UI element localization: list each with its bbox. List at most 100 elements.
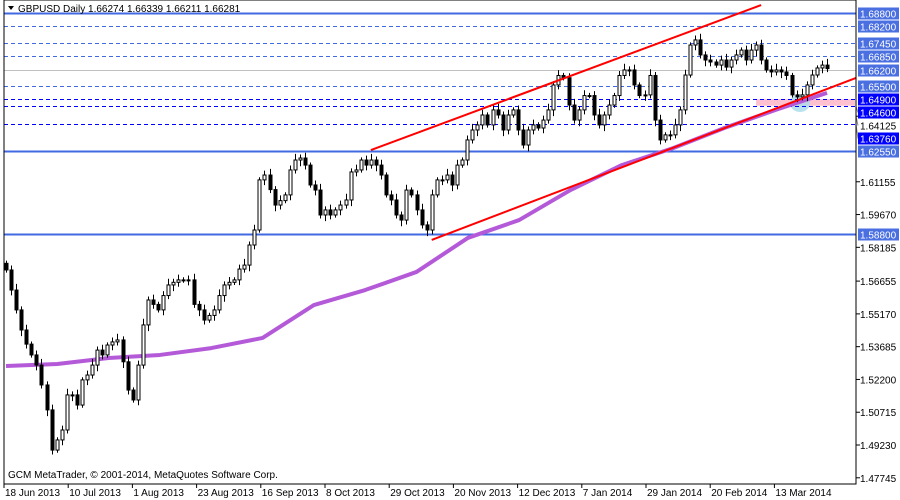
candle-body (24, 329, 29, 345)
candle-body (708, 59, 713, 63)
x-tick-label: 1 Aug 2013 (133, 488, 184, 499)
candle-body (217, 295, 222, 311)
candle-body (268, 174, 273, 191)
candle-body (475, 124, 480, 131)
candle-body (764, 59, 769, 71)
level-label-bg (858, 80, 899, 93)
candle-body (146, 299, 151, 326)
candle-body (668, 134, 673, 137)
candle-body (161, 295, 166, 311)
candle-body (19, 309, 24, 331)
level-label: 1.62550 (860, 148, 897, 159)
level-label-bg (858, 20, 899, 33)
candle-body (151, 299, 156, 305)
candle-body (227, 281, 232, 286)
candle-body (90, 364, 95, 376)
candle-body (404, 189, 409, 221)
candle-body (546, 109, 551, 121)
candle-body (698, 39, 703, 56)
candle-body (45, 384, 50, 411)
candle-body (622, 69, 627, 76)
candle-body (470, 129, 475, 141)
level-label-bg (858, 7, 899, 20)
candle-body (430, 194, 435, 231)
candle-body (617, 74, 622, 97)
candle-body (729, 59, 734, 68)
candle-body (323, 209, 328, 216)
candle-body (724, 59, 729, 68)
level-label: 1.68800 (860, 10, 897, 21)
candle-body (714, 61, 719, 66)
candle-body (262, 174, 267, 181)
candle-body (70, 394, 75, 397)
candle-body (506, 114, 511, 131)
candle-body (50, 409, 55, 451)
candle-body (136, 364, 141, 401)
candle-body (480, 114, 485, 126)
x-tick-label: 8 Oct 2013 (326, 488, 375, 499)
candle-body (784, 71, 789, 76)
candle-body (212, 309, 217, 316)
level-label-bg (858, 93, 899, 106)
ohlc-values: 1.66274 1.66339 1.66211 1.66281 (88, 4, 241, 15)
y-tick-label: 1.58185 (860, 244, 897, 255)
candle-body (526, 129, 531, 146)
candle-body (800, 94, 805, 98)
level-label: 1.64600 (860, 109, 897, 120)
candle-body (369, 159, 374, 166)
candle-body (805, 84, 810, 96)
level-label-bg (858, 37, 899, 50)
level-label: 1.67450 (860, 40, 897, 51)
x-tick-label: 10 Jul 2013 (69, 488, 121, 499)
y-tick-label: 1.50715 (860, 408, 897, 419)
y-tick-label: 1.47745 (860, 474, 897, 485)
candle-body (65, 394, 70, 431)
candle-body (496, 109, 501, 116)
timeframe: Daily (63, 4, 85, 15)
candle-body (75, 394, 80, 406)
candle-body (415, 194, 420, 211)
x-tick-label: 23 Aug 2013 (198, 488, 255, 499)
candle-body (673, 124, 678, 136)
y-tick-label: 1.55170 (860, 310, 897, 321)
candle-body (693, 39, 698, 46)
level-label: 1.66200 (860, 67, 897, 78)
candle-body (100, 349, 105, 356)
candle-body (374, 159, 379, 166)
x-tick-label: 29 Jan 2014 (647, 488, 702, 499)
level-label: 1.64900 (860, 96, 897, 107)
candle-body (810, 74, 815, 86)
candle-body (460, 159, 465, 166)
candle-body (653, 74, 658, 121)
candle-body (572, 104, 577, 121)
candle-body (582, 95, 587, 111)
candle-body (14, 289, 19, 311)
candle-body (293, 159, 298, 171)
candle-body (328, 209, 333, 216)
y-tick-label: 1.59670 (860, 211, 897, 222)
candle-body (450, 174, 455, 186)
dropdown-triangle-icon[interactable] (8, 6, 14, 10)
candle-body (197, 303, 202, 311)
candle-body (344, 199, 349, 206)
x-tick-label: 7 Jan 2014 (583, 488, 633, 499)
candle-body (521, 129, 526, 146)
candle-body (115, 339, 120, 343)
candle-body (541, 119, 546, 129)
candle-body (34, 354, 39, 366)
candle-body (364, 159, 369, 166)
x-tick-label: 20 Nov 2013 (454, 488, 511, 499)
candle-body (242, 264, 247, 270)
candle-body (29, 343, 34, 356)
candle-body (678, 109, 683, 126)
candle-body (80, 379, 85, 406)
level-label: 1.63760 (860, 135, 897, 146)
candle-body (774, 69, 779, 73)
candle-body (688, 44, 693, 76)
candle-body (9, 269, 14, 291)
candle-body (607, 104, 612, 116)
candle-body (435, 179, 440, 196)
candle-body (247, 244, 252, 266)
candle-body (703, 54, 708, 61)
